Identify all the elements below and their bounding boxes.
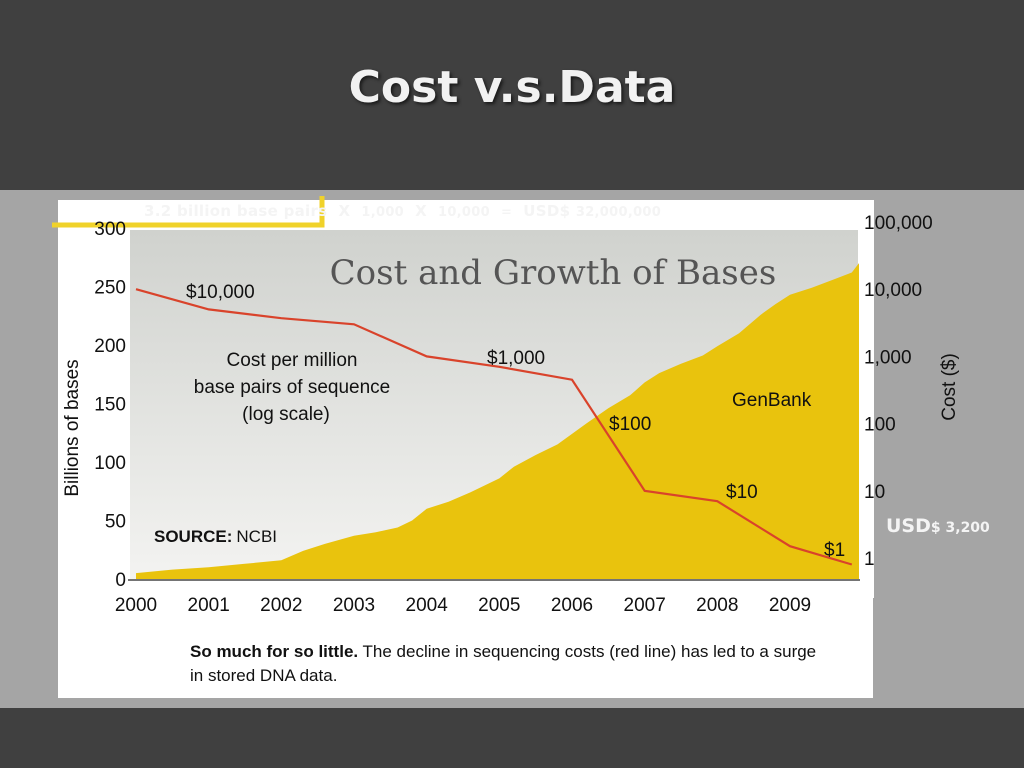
y-right-tick-label: 100,000 <box>864 213 933 234</box>
equation-term2: 1,000 <box>361 205 405 220</box>
x-tick-label: 2006 <box>551 595 593 616</box>
right-axis-panel <box>860 200 874 598</box>
equation-term1: 3.2 billion base pairs <box>144 202 328 220</box>
x-tick-label: 2000 <box>115 595 157 616</box>
equation-op1: X <box>338 202 351 220</box>
data-label-10: $10 <box>726 482 758 503</box>
data-label-100: $100 <box>609 414 651 435</box>
line-annotation-2: base pairs of sequence <box>194 377 390 398</box>
y-left-tick-label: 0 <box>115 570 126 591</box>
x-tick-label: 2007 <box>624 595 666 616</box>
y-left-tick-label: 50 <box>105 512 126 533</box>
x-tick-label: 2008 <box>696 595 738 616</box>
accent-bar <box>52 196 325 228</box>
x-tick-label: 2005 <box>478 595 520 616</box>
equation: 3.2 billion base pairs X 1,000 X 10,000 … <box>144 202 661 220</box>
y-left-tick-label: 300 <box>94 219 126 240</box>
slide-title: Cost v.s.Data <box>348 62 676 113</box>
usd-result-amount: $ 3,200 <box>930 520 990 536</box>
line-annotation-1: Cost per million <box>227 350 358 371</box>
y-left-tick-label: 100 <box>94 453 126 474</box>
y-right-tick-label: 1,000 <box>864 347 912 368</box>
y-right-tick-label: 100 <box>864 415 896 436</box>
source-label: SOURCE: <box>154 527 232 546</box>
y-right-tick-label: 1 <box>864 549 875 570</box>
equation-result: 32,000,000 <box>575 205 662 220</box>
data-label-1000: $1,000 <box>487 348 545 369</box>
source-note: SOURCE: NCBI <box>154 527 277 546</box>
x-tick-label: 2003 <box>333 595 375 616</box>
equation-op2: X <box>415 202 427 220</box>
x-tick-label: 2004 <box>406 595 449 616</box>
equation-currency: USD$ <box>523 202 571 220</box>
x-tick-label: 2002 <box>260 595 302 616</box>
equation-term3: 10,000 <box>437 205 490 220</box>
caption: So much for so little. The decline in se… <box>190 640 830 688</box>
data-label-1: $1 <box>824 540 845 561</box>
genbank-area <box>136 263 859 579</box>
x-tick-label: 2001 <box>188 595 230 616</box>
y-left-tick-label: 200 <box>94 336 126 357</box>
usd-result: USD$ 3,200 <box>886 515 990 537</box>
x-tick-label: 2009 <box>769 595 811 616</box>
line-annotation-3: (log scale) <box>242 404 330 425</box>
caption-text: The decline in sequencing costs (red lin… <box>190 642 817 685</box>
equation-equals: = <box>501 205 513 220</box>
source-value: NCBI <box>236 527 277 546</box>
y-left-tick-label: 150 <box>94 395 126 416</box>
chart-title: Cost and Growth of Bases <box>330 253 777 293</box>
y-left-tick-label: 250 <box>94 278 126 299</box>
y-left-label: Billions of bases <box>62 359 83 496</box>
y-right-tick-label: 10 <box>864 482 885 503</box>
area-annotation: GenBank <box>732 390 812 411</box>
data-label-10000: $10,000 <box>186 282 255 303</box>
caption-bold: So much for so little. <box>190 642 359 661</box>
y-right-label: Cost ($) <box>939 353 960 421</box>
y-right-tick-label: 10,000 <box>864 280 922 301</box>
usd-result-currency: USD <box>886 515 931 537</box>
